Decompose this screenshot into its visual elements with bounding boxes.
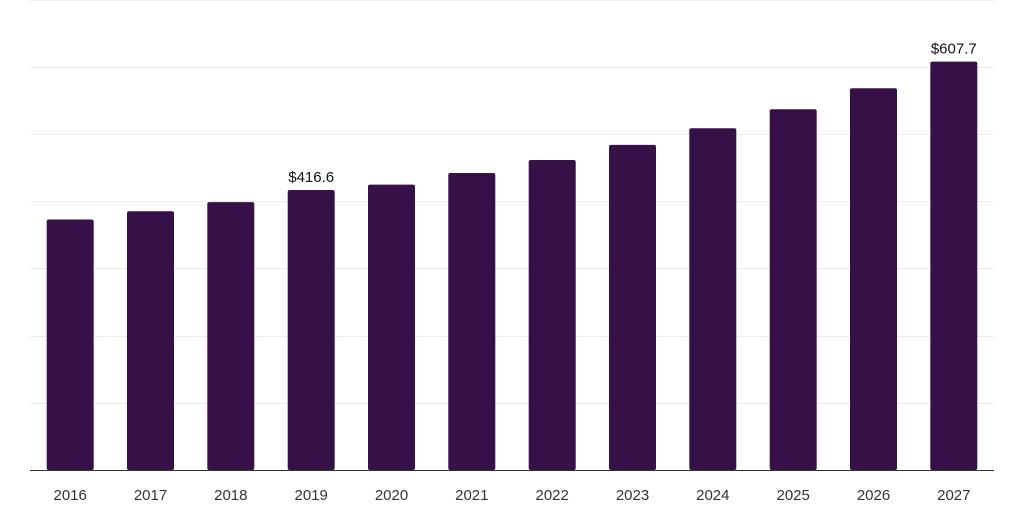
data-label-2019: $416.6	[288, 169, 334, 186]
x-tick-label-2019: 2019	[295, 487, 328, 504]
x-axis-ticks: 2016 2017 2018 2019 2020 2021 2022 2023 2024 2025…	[54, 487, 971, 504]
gridlines	[30, 0, 994, 404]
x-tick-label-2017: 2017	[134, 487, 167, 504]
bar-2017[interactable]	[127, 211, 174, 470]
bar-2025[interactable]	[769, 109, 817, 471]
x-tick-label-2022: 2022	[536, 487, 569, 504]
bar-2020[interactable]	[368, 184, 415, 470]
x-tick-label-2016: 2016	[54, 487, 87, 504]
data-labels: $416.6 $607.7	[288, 41, 976, 186]
x-tick-label-2021: 2021	[455, 487, 488, 504]
x-tick-label-2024: 2024	[696, 487, 729, 504]
data-label-2027: $607.7	[931, 41, 977, 58]
bar-2022[interactable]	[528, 160, 576, 470]
bar-2019[interactable]	[287, 190, 335, 470]
x-tick-label-2027: 2027	[937, 487, 970, 504]
x-tick-label-2025: 2025	[777, 487, 810, 504]
x-tick-label-2018: 2018	[214, 487, 247, 504]
x-tick-label-2023: 2023	[616, 487, 649, 504]
bar-2018[interactable]	[207, 202, 255, 470]
bar-2024[interactable]	[689, 128, 737, 471]
x-tick-label-2026: 2026	[857, 487, 890, 504]
bar-2027[interactable]	[930, 61, 978, 470]
bar-2016[interactable]	[46, 219, 94, 471]
bars	[46, 61, 978, 471]
bar-2023[interactable]	[609, 144, 656, 470]
bar-2021[interactable]	[448, 173, 496, 470]
x-tick-label-2020: 2020	[375, 487, 408, 504]
bar-2026[interactable]	[850, 88, 897, 471]
